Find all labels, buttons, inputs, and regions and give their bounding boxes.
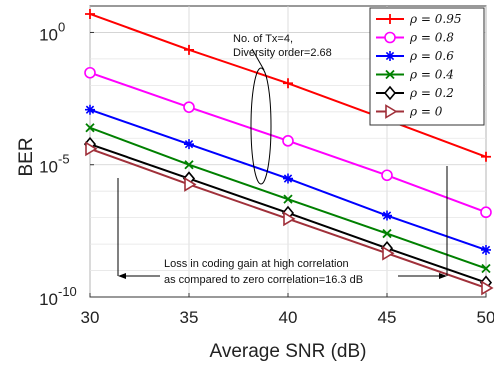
series-2-point-0 (85, 104, 95, 115)
coding-gain-arrowhead-right (439, 273, 447, 279)
legend-label-2: ρ = 0.6 (409, 49, 454, 63)
legend-box (369, 7, 485, 126)
series-group (83, 8, 494, 296)
series-2-point-1 (184, 139, 194, 150)
series-1-point-0 (84, 66, 96, 79)
legend-marker-2 (385, 51, 395, 61)
series-2-point-3 (382, 210, 392, 221)
coding-gain-arrowhead-left (118, 273, 126, 279)
diversity-annotation: No. of Tx=4, Diversity order=2.68 (233, 33, 332, 185)
y-tick-exponent-1: -5 (58, 152, 70, 167)
series-0-point-4 (481, 151, 491, 162)
x-tick-label-1: 35 (180, 308, 199, 327)
legend-marker-0 (385, 14, 395, 24)
x-tick-label-0: 30 (81, 308, 100, 327)
series-5-point-0 (85, 141, 98, 157)
x-tick-label-3: 45 (378, 308, 397, 327)
series-1-point-3 (381, 169, 393, 182)
legend-label-1: ρ = 0.8 (409, 31, 454, 45)
x-tick-label-2: 40 (279, 308, 298, 327)
legend-marker-5 (385, 104, 398, 119)
diversity-label-line1: No. of Tx=4, (233, 33, 293, 45)
series-0-point-1 (184, 44, 194, 55)
y-tick-exponent-2: -10 (58, 284, 77, 299)
series-3-point-4 (481, 263, 491, 274)
x-tick-label-4: 50 (477, 308, 494, 327)
series-1-point-1 (183, 101, 195, 113)
legend-label-4: ρ = 0.2 (409, 86, 454, 100)
legend-marker-4 (383, 85, 397, 101)
series-2-point-2 (283, 173, 293, 184)
series-3-point-3 (382, 228, 392, 239)
series-3-point-2 (283, 194, 293, 204)
y-tick-label-2: 10 (39, 290, 58, 309)
y-tick-label-1: 10 (39, 158, 58, 177)
legend-marker-3 (385, 69, 395, 80)
series-5-point-3 (382, 245, 395, 261)
series-2-point-4 (481, 244, 491, 255)
series-5-point-4 (481, 280, 494, 296)
y-tick-exponent-0: 0 (58, 19, 65, 34)
series-5-point-2 (283, 211, 296, 227)
series-0-point-2 (283, 78, 293, 89)
series-3-point-0 (85, 123, 95, 133)
legend: ρ = 0.95 ρ = 0.8 ρ = 0.6 ρ = 0.4 ρ = 0.2 ρ = … (369, 7, 485, 126)
series-1-point-2 (282, 135, 294, 147)
legend-marker-1 (384, 31, 396, 44)
y-tick-label-0: 10 (39, 25, 58, 44)
legend-label-3: ρ = 0.4 (409, 68, 454, 82)
coding-gain-label-line1: Loss in coding gain at high correlation (164, 258, 349, 270)
y-axis-label: BER (16, 137, 37, 176)
coding-gain-label-line2: as compared to zero correlation=16.3 dB (164, 274, 363, 286)
diversity-ellipse (250, 67, 272, 185)
grid (89, 6, 487, 297)
series-3-point-1 (184, 160, 194, 170)
legend-label-0: ρ = 0.95 (409, 12, 461, 26)
series-1-point-4 (480, 206, 492, 219)
diversity-pointer (251, 48, 265, 71)
series-5-point-1 (184, 177, 197, 192)
x-axis-label: Average SNR (dB) (210, 341, 367, 362)
legend-label-5: ρ = 0 (409, 105, 443, 119)
series-0-point-0 (85, 8, 95, 19)
coding-gain-annotation: Loss in coding gain at high correlation … (117, 166, 448, 286)
diversity-label-line2: Diversity order=2.68 (233, 47, 332, 59)
